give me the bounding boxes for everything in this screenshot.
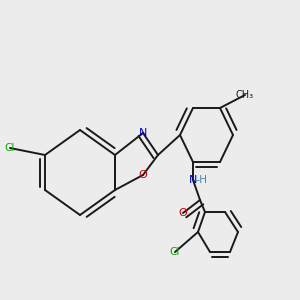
Text: –H: –H — [195, 175, 208, 185]
Text: CH₃: CH₃ — [236, 90, 254, 100]
Text: N: N — [139, 128, 147, 138]
Text: N: N — [189, 175, 197, 185]
Text: O: O — [178, 208, 188, 218]
Text: Cl: Cl — [5, 143, 15, 153]
Text: O: O — [139, 170, 147, 180]
Text: Cl: Cl — [170, 247, 180, 257]
